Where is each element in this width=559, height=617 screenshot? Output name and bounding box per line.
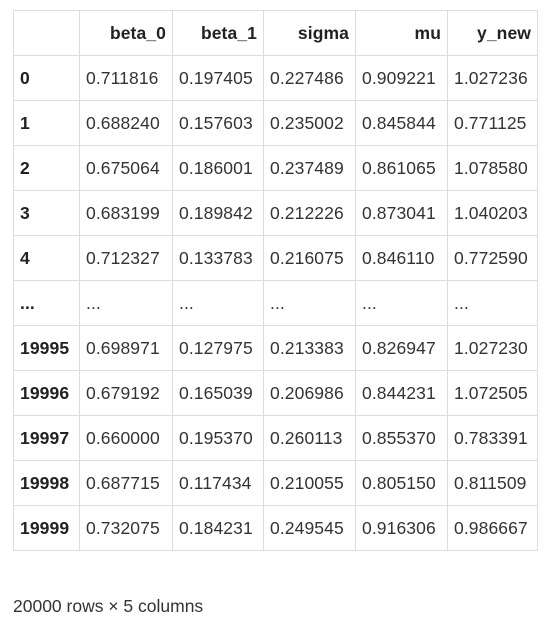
table-row: 19997 0.660000 0.195370 0.260113 0.855370 0.7…: [13, 415, 538, 461]
row-index: 1: [13, 100, 80, 146]
table-row: 19996 0.679192 0.165039 0.206986 0.844231 1.0…: [13, 370, 538, 416]
cell-sigma: 0.249545: [263, 505, 356, 551]
row-index: ...: [13, 280, 80, 326]
table-body: 0 0.711816 0.197405 0.227486 0.909221 1.02723…: [13, 55, 538, 551]
cell-mu: 0.845844: [355, 100, 448, 146]
cell-y-new: ...: [447, 280, 538, 326]
table-row: 19999 0.732075 0.184231 0.249545 0.916306 0.9…: [13, 505, 538, 551]
cell-sigma: 0.212226: [263, 190, 356, 236]
cell-sigma: 0.260113: [263, 415, 356, 461]
cell-mu: ...: [355, 280, 448, 326]
cell-beta-1: 0.197405: [172, 55, 264, 101]
cell-beta-1: 0.165039: [172, 370, 264, 416]
dataframe-container: beta_0 beta_1 sigma mu y_new 0 0.711816 0.…: [13, 10, 538, 551]
header-sigma: sigma: [263, 10, 356, 56]
row-index: 19998: [13, 460, 80, 506]
row-index: 19997: [13, 415, 80, 461]
cell-mu: 0.844231: [355, 370, 448, 416]
table-row: 19995 0.698971 0.127975 0.213383 0.826947 1.0…: [13, 325, 538, 371]
cell-beta-1: 0.133783: [172, 235, 264, 281]
cell-beta-1: 0.189842: [172, 190, 264, 236]
cell-y-new: 1.027230: [447, 325, 538, 371]
cell-beta-0: 0.711816: [79, 55, 173, 101]
cell-beta-1: 0.157603: [172, 100, 264, 146]
row-index: 0: [13, 55, 80, 101]
cell-sigma: 0.235002: [263, 100, 356, 146]
table-row: ..................: [13, 280, 538, 326]
cell-beta-1: 0.186001: [172, 145, 264, 191]
row-index: 4: [13, 235, 80, 281]
cell-beta-0: 0.683199: [79, 190, 173, 236]
header-row: beta_0 beta_1 sigma mu y_new: [13, 10, 538, 56]
cell-y-new: 1.027236: [447, 55, 538, 101]
table-row: 19998 0.687715 0.117434 0.210055 0.805150 0.8…: [13, 460, 538, 506]
row-index: 2: [13, 145, 80, 191]
cell-beta-0: 0.679192: [79, 370, 173, 416]
cell-beta-0: ...: [79, 280, 173, 326]
cell-sigma: 0.213383: [263, 325, 356, 371]
cell-y-new: 1.078580: [447, 145, 538, 191]
cell-sigma: 0.227486: [263, 55, 356, 101]
cell-beta-0: 0.660000: [79, 415, 173, 461]
header-y-new: y_new: [447, 10, 538, 56]
cell-beta-1: 0.184231: [172, 505, 264, 551]
cell-y-new: 0.811509: [447, 460, 538, 506]
cell-sigma: 0.216075: [263, 235, 356, 281]
header-mu: mu: [355, 10, 448, 56]
header-index: [13, 10, 80, 56]
header-beta-0: beta_0: [79, 10, 173, 56]
cell-beta-0: 0.688240: [79, 100, 173, 146]
cell-mu: 0.861065: [355, 145, 448, 191]
table-row: 4 0.712327 0.133783 0.216075 0.846110 0.77259…: [13, 235, 538, 281]
table-header: beta_0 beta_1 sigma mu y_new: [13, 10, 538, 56]
cell-mu: 0.846110: [355, 235, 448, 281]
row-index: 19995: [13, 325, 80, 371]
cell-y-new: 1.072505: [447, 370, 538, 416]
cell-y-new: 0.986667: [447, 505, 538, 551]
cell-beta-0: 0.698971: [79, 325, 173, 371]
cell-beta-0: 0.712327: [79, 235, 173, 281]
cell-mu: 0.826947: [355, 325, 448, 371]
cell-mu: 0.916306: [355, 505, 448, 551]
cell-beta-0: 0.732075: [79, 505, 173, 551]
row-index: 3: [13, 190, 80, 236]
table-shape-caption: 20000 rows × 5 columns: [13, 596, 204, 616]
cell-beta-1: ...: [172, 280, 264, 326]
cell-mu: 0.873041: [355, 190, 448, 236]
cell-sigma: 0.210055: [263, 460, 356, 506]
cell-mu: 0.909221: [355, 55, 448, 101]
cell-y-new: 1.040203: [447, 190, 538, 236]
table-row: 1 0.688240 0.157603 0.235002 0.845844 0.77112…: [13, 100, 538, 146]
cell-sigma: ...: [263, 280, 356, 326]
cell-sigma: 0.237489: [263, 145, 356, 191]
header-beta-1: beta_1: [172, 10, 264, 56]
cell-beta-1: 0.195370: [172, 415, 264, 461]
dataframe-table: beta_0 beta_1 sigma mu y_new 0 0.711816 0.…: [13, 10, 538, 551]
cell-beta-0: 0.675064: [79, 145, 173, 191]
cell-y-new: 0.771125: [447, 100, 538, 146]
row-index: 19996: [13, 370, 80, 416]
cell-beta-1: 0.117434: [172, 460, 264, 506]
cell-mu: 0.855370: [355, 415, 448, 461]
table-row: 2 0.675064 0.186001 0.237489 0.861065 1.07858…: [13, 145, 538, 191]
table-row: 3 0.683199 0.189842 0.212226 0.873041 1.04020…: [13, 190, 538, 236]
cell-beta-0: 0.687715: [79, 460, 173, 506]
cell-y-new: 0.783391: [447, 415, 538, 461]
table-row: 0 0.711816 0.197405 0.227486 0.909221 1.02723…: [13, 55, 538, 101]
cell-y-new: 0.772590: [447, 235, 538, 281]
cell-beta-1: 0.127975: [172, 325, 264, 371]
cell-sigma: 0.206986: [263, 370, 356, 416]
cell-mu: 0.805150: [355, 460, 448, 506]
row-index: 19999: [13, 505, 80, 551]
